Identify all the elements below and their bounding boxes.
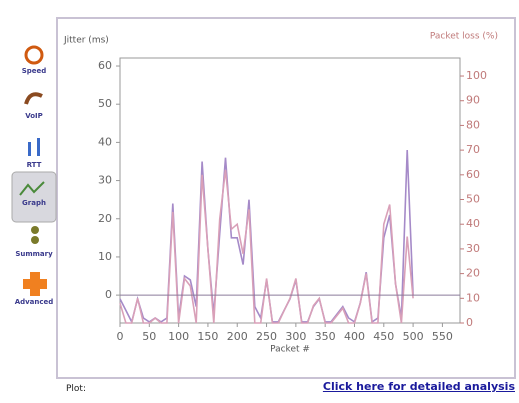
advanced-icon xyxy=(23,279,47,289)
detail-link[interactable]: Click here for detailed analysis xyxy=(323,380,515,393)
x-tick-label: 0 xyxy=(117,330,124,343)
y-tick-label: 20 xyxy=(98,212,112,225)
tab-label[interactable]: Speed xyxy=(22,67,47,75)
tab-label[interactable]: Summary xyxy=(15,250,53,258)
selected-tab xyxy=(12,172,56,222)
y-tick-label: 40 xyxy=(98,135,112,148)
y-axis-title: Jitter (ms) xyxy=(63,36,109,46)
y2-tick-label: 80 xyxy=(466,118,480,131)
y2-tick-label: 30 xyxy=(466,242,480,255)
x-tick-label: 200 xyxy=(227,330,248,343)
x-tick-label: 400 xyxy=(344,330,365,343)
y2-tick-label: 100 xyxy=(466,69,487,82)
app-window: Speed VoIP RTT Graph Summary Advanced Ji… xyxy=(0,0,519,399)
tab-label[interactable]: Advanced xyxy=(15,298,54,306)
x-tick-label: 150 xyxy=(197,330,218,343)
y-tick-label: 10 xyxy=(98,250,112,263)
x-tick-label: 500 xyxy=(403,330,424,343)
rtt-icon xyxy=(28,142,31,156)
y-tick-label: 60 xyxy=(98,59,112,72)
y2-tick-label: 50 xyxy=(466,193,480,206)
y2-tick-label: 0 xyxy=(466,316,473,329)
y2-tick-label: 40 xyxy=(466,217,480,230)
tab-label[interactable]: VoIP xyxy=(25,112,43,120)
x-tick-label: 100 xyxy=(168,330,189,343)
summary-icon xyxy=(31,226,39,234)
x-tick-label: 350 xyxy=(315,330,336,343)
x-tick-label: 50 xyxy=(142,330,156,343)
y-tick-label: 50 xyxy=(98,97,112,110)
x-tick-label: 550 xyxy=(432,330,453,343)
y-tick-label: 30 xyxy=(98,174,112,187)
y2-tick-label: 10 xyxy=(466,291,480,304)
chart: Speed VoIP RTT Graph Summary Advanced Ji… xyxy=(0,0,519,399)
rtt-icon xyxy=(37,138,40,156)
y-tick-label: 0 xyxy=(105,288,112,301)
plot-label: Plot: xyxy=(66,384,86,394)
y2-tick-label: 20 xyxy=(466,267,480,280)
tab-label[interactable]: Graph xyxy=(22,199,46,207)
y2-tick-label: 60 xyxy=(466,168,480,181)
x-axis-title: Packet # xyxy=(270,345,310,355)
tab-label[interactable]: RTT xyxy=(27,161,42,169)
x-tick-label: 250 xyxy=(256,330,277,343)
sidebar: Speed VoIP RTT Graph Summary Advanced xyxy=(12,47,56,306)
summary-icon xyxy=(31,236,39,244)
x-tick-label: 300 xyxy=(285,330,306,343)
voip-icon xyxy=(26,94,42,104)
y2-tick-label: 70 xyxy=(466,143,480,156)
y2-tick-label: 90 xyxy=(466,94,480,107)
y2-axis-title: Packet loss (%) xyxy=(430,32,498,42)
speed-icon xyxy=(26,47,42,63)
x-tick-label: 450 xyxy=(373,330,394,343)
